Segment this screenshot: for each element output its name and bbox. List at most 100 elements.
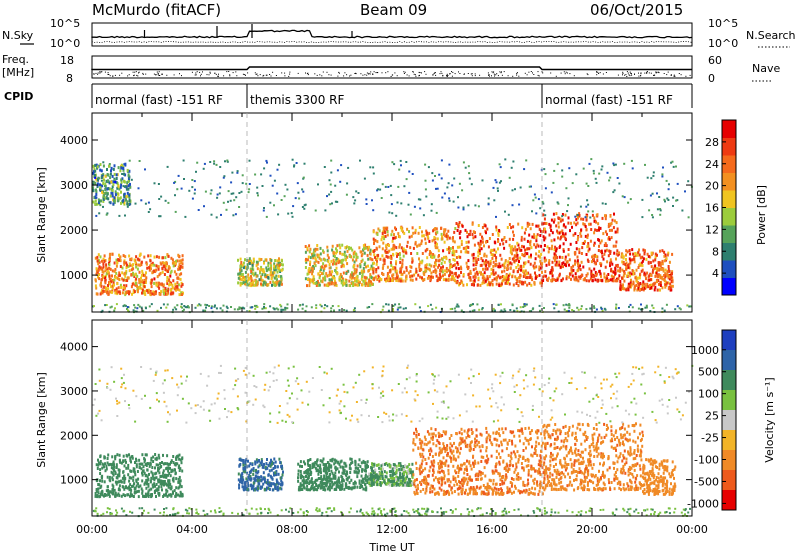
- data-cell: [274, 465, 277, 469]
- data-cell: [323, 166, 326, 168]
- data-cell: [354, 279, 356, 283]
- data-cell: [526, 276, 529, 280]
- data-cell: [126, 205, 129, 208]
- data-cell: [279, 461, 282, 464]
- data-cell: [162, 475, 165, 479]
- data-cell: [239, 277, 242, 281]
- data-cell: [476, 283, 479, 287]
- data-cell: [100, 179, 103, 182]
- data-cell: [481, 179, 484, 182]
- data-cell: [253, 283, 256, 287]
- data-cell: [394, 226, 396, 230]
- data-cell: [128, 254, 131, 258]
- data-cell: [643, 286, 646, 290]
- data-cell: [109, 490, 112, 494]
- data-cell: [206, 304, 209, 307]
- data-cell: [671, 272, 673, 276]
- data-cell: [179, 490, 182, 494]
- data-cell: [138, 160, 141, 162]
- data-cell: [400, 246, 403, 250]
- data-cell: [246, 479, 249, 483]
- data-cell: [666, 270, 669, 274]
- data-cell: [145, 276, 148, 280]
- data-cell: [317, 253, 320, 257]
- data-cell: [142, 291, 145, 295]
- data-cell: [556, 231, 559, 235]
- data-cell: [242, 281, 245, 284]
- data-cell: [172, 476, 175, 480]
- data-cell: [255, 487, 258, 491]
- data-cell: [177, 265, 180, 269]
- data-cell: [137, 187, 140, 190]
- data-cell: [323, 264, 326, 268]
- data-cell: [462, 274, 465, 278]
- data-cell: [478, 252, 481, 255]
- nave-point: [158, 71, 160, 73]
- data-cell: [136, 288, 139, 292]
- data-cell: [614, 272, 617, 275]
- data-cell: [472, 230, 475, 234]
- data-cell: [94, 202, 97, 206]
- data-cell: [111, 274, 113, 278]
- data-cell: [430, 277, 432, 281]
- data-cell: [133, 258, 136, 262]
- data-cell: [255, 468, 257, 472]
- data-cell: [103, 480, 106, 484]
- data-cell: [605, 248, 608, 252]
- cpid-mode-label: normal (fast) -151 RF: [95, 93, 223, 107]
- data-cell: [122, 165, 125, 169]
- data-cell: [484, 279, 487, 283]
- data-cell: [103, 254, 106, 258]
- data-cell: [111, 284, 114, 288]
- data-cell: [578, 212, 581, 216]
- data-cell: [522, 269, 525, 273]
- data-cell: [345, 193, 348, 196]
- data-cell: [503, 236, 506, 239]
- data-cell: [280, 483, 282, 487]
- data-cell: [600, 168, 603, 171]
- data-cell: [113, 196, 116, 200]
- data-cell: [516, 257, 519, 261]
- data-cell: [473, 309, 476, 312]
- nave-point: [368, 73, 370, 75]
- nave-point: [640, 75, 642, 77]
- data-cell: [147, 490, 150, 494]
- nave-point: [569, 73, 571, 75]
- data-cell: [594, 177, 597, 180]
- data-cell: [378, 277, 381, 280]
- data-cell: [571, 182, 574, 185]
- data-cell: [528, 255, 531, 259]
- data-cell: [572, 310, 575, 313]
- data-cell: [667, 199, 670, 201]
- data-cell: [324, 304, 326, 307]
- data-cell: [241, 174, 244, 177]
- data-cell: [402, 254, 405, 258]
- colorbar-segment: [722, 277, 736, 296]
- data-cell: [663, 250, 666, 254]
- nave-point: [156, 71, 158, 73]
- data-cell: [263, 303, 266, 306]
- data-cell: [522, 245, 525, 249]
- data-cell: [110, 169, 112, 173]
- data-cell: [269, 261, 272, 265]
- nave-point: [634, 73, 635, 75]
- nave-point: [454, 73, 456, 75]
- data-cell: [424, 268, 427, 271]
- nave-point: [209, 72, 211, 74]
- data-cell: [158, 273, 161, 277]
- data-cell: [342, 258, 345, 262]
- data-cell: [478, 245, 481, 249]
- data-cell: [97, 463, 100, 467]
- data-cell: [503, 264, 506, 268]
- data-cell: [99, 493, 102, 496]
- data-cell: [242, 459, 245, 462]
- data-cell: [328, 270, 331, 274]
- data-cell: [286, 303, 289, 306]
- data-cell: [512, 160, 515, 163]
- data-cell: [173, 287, 176, 291]
- data-cell: [365, 246, 368, 250]
- data-cell: [309, 464, 312, 468]
- data-cell: [195, 170, 197, 173]
- data-cell: [158, 281, 160, 285]
- data-cell: [639, 262, 642, 266]
